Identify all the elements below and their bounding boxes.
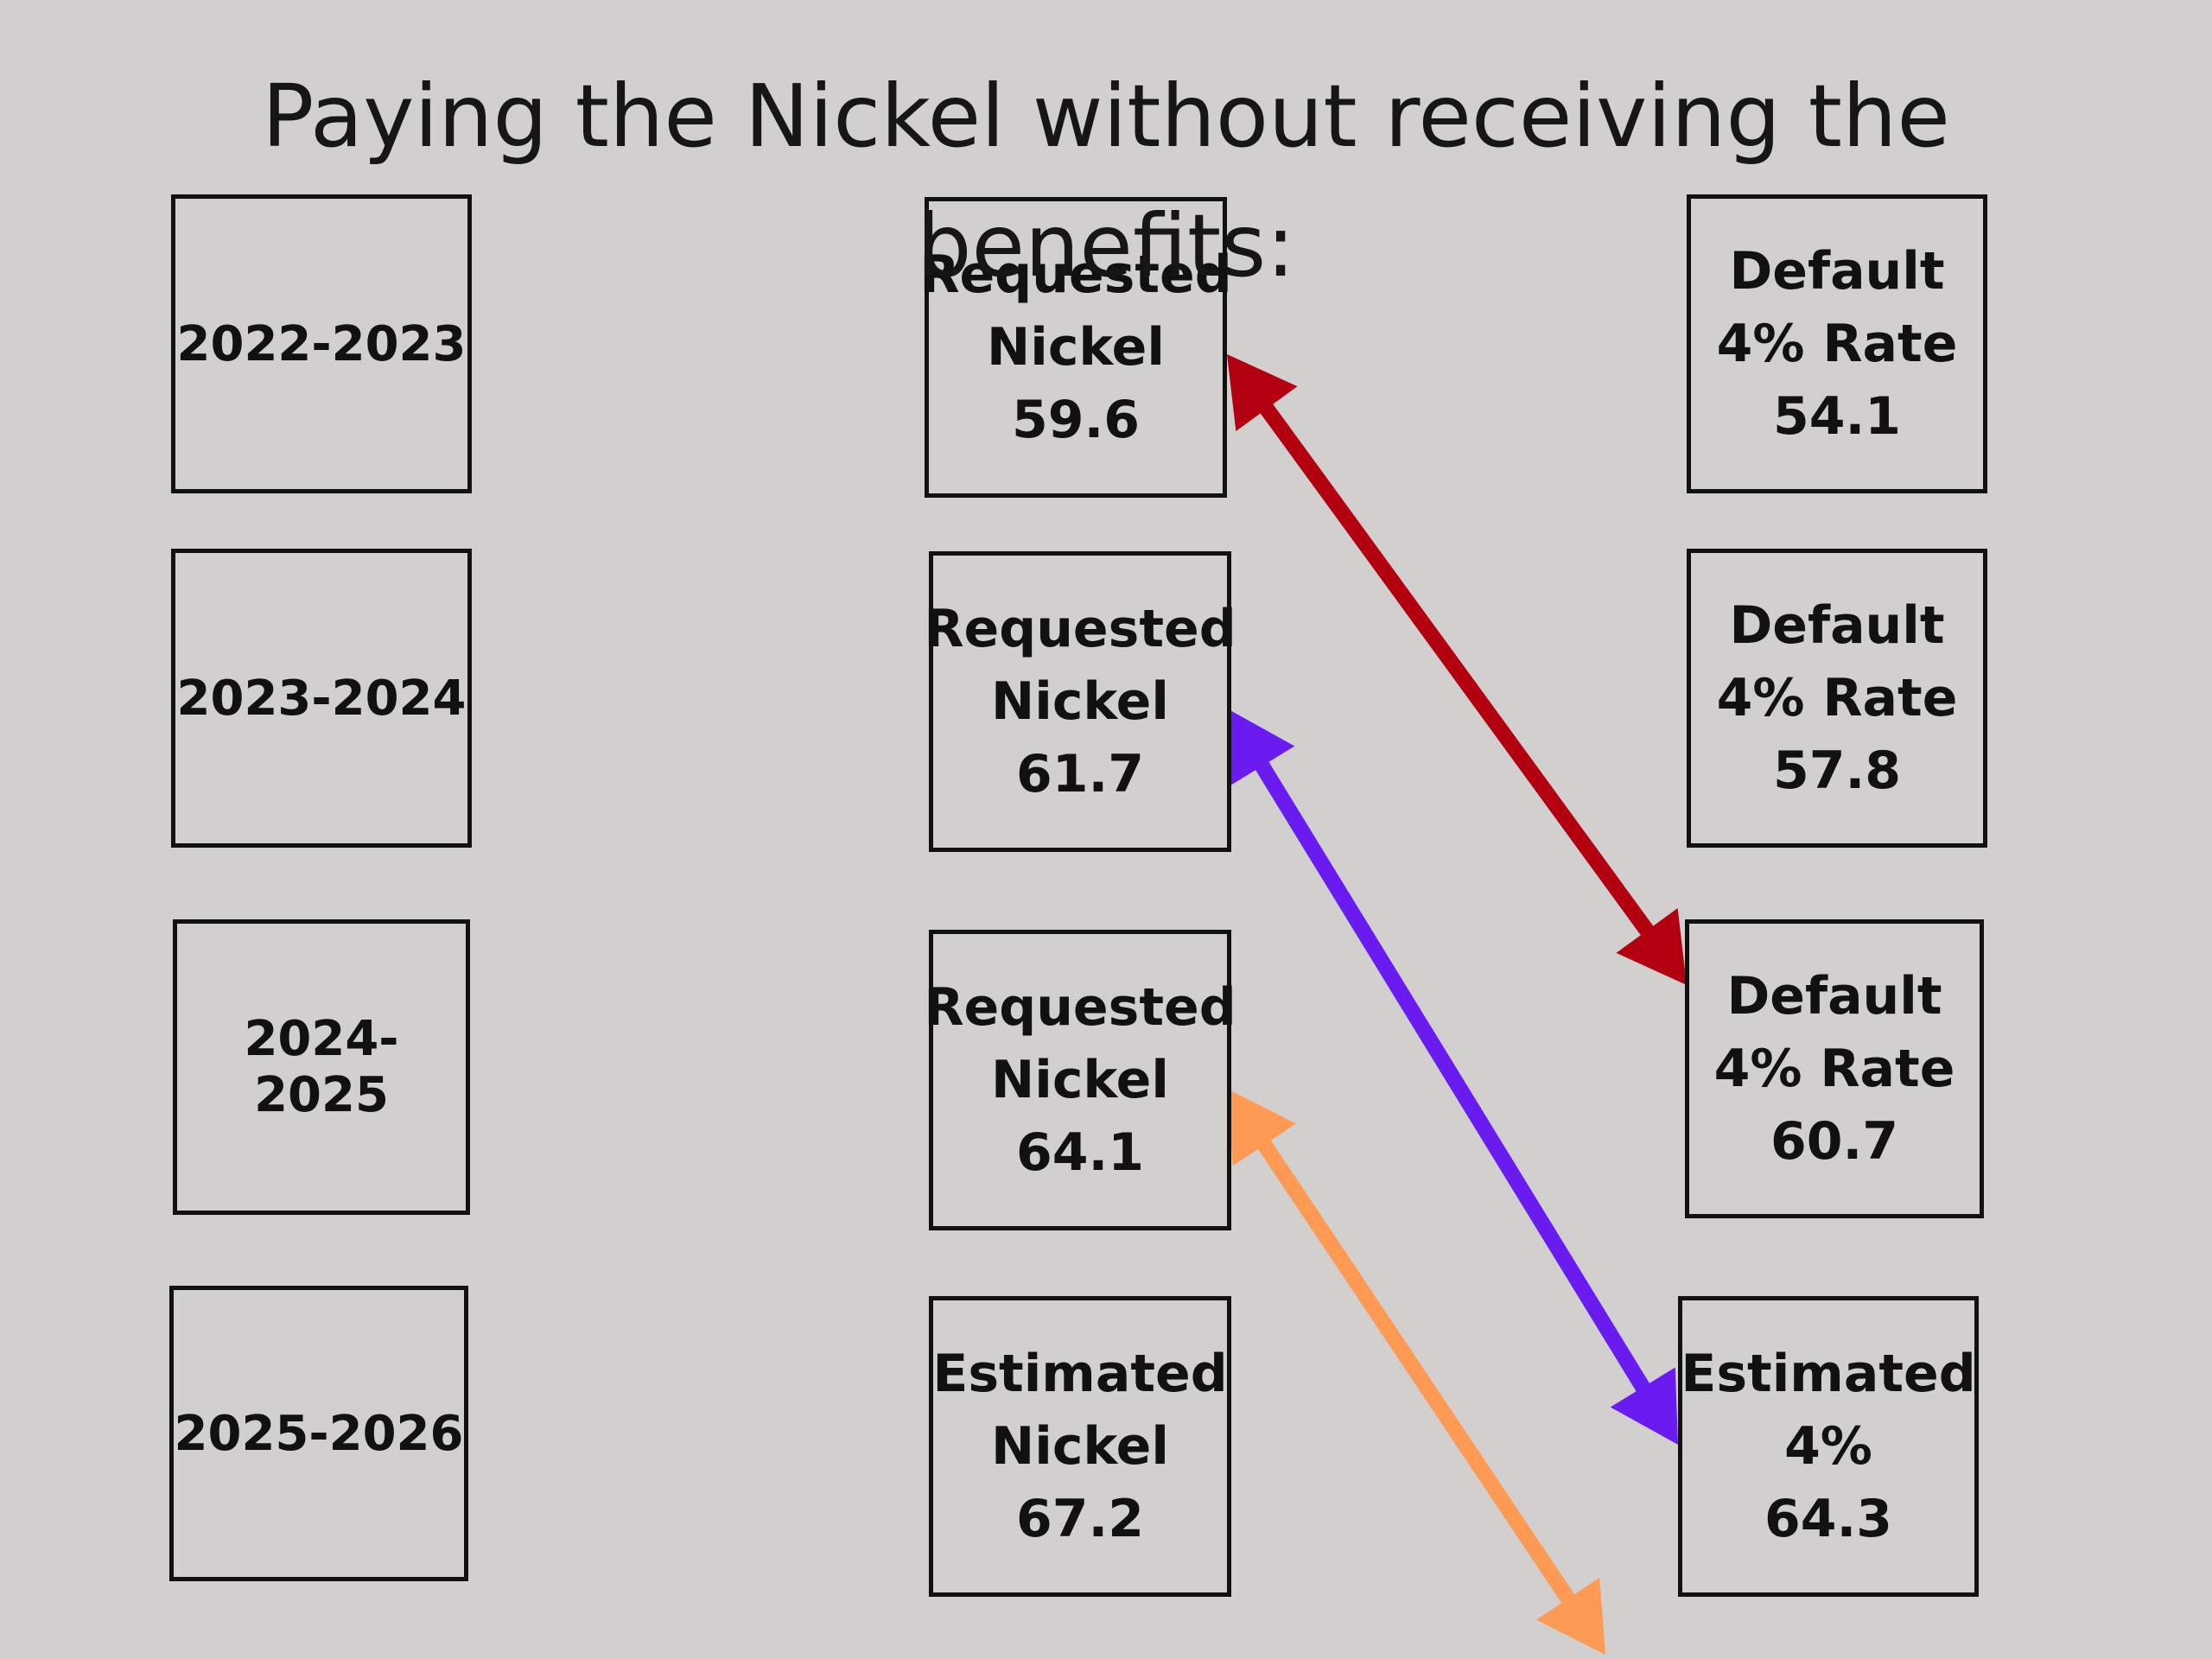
arrow-orange-shaft — [1253, 1133, 1580, 1611]
year-box-2022-2023: 2022-2023 — [171, 194, 472, 493]
year-box-2024-2025: 2024-2025 — [173, 919, 470, 1215]
rate-value: 57.8 — [1772, 741, 1902, 801]
rate-box-2025-2026: Estimated 4% 64.3 — [1678, 1296, 1979, 1597]
rate-line1: Default — [1729, 595, 1945, 656]
arrow-purple — [1227, 709, 1678, 1445]
rate-line1: Default — [1729, 241, 1945, 302]
nickel-value: 61.7 — [1015, 744, 1145, 804]
year-label: 2022-2023 — [176, 315, 467, 372]
arrow-orange-head-end — [1536, 1577, 1605, 1655]
nickel-line1: Requested — [919, 245, 1232, 305]
nickel-line2: Nickel — [987, 317, 1165, 378]
rate-line2: 4% Rate — [1713, 1039, 1955, 1099]
rate-value: 60.7 — [1770, 1111, 1899, 1172]
rate-line2: 4% Rate — [1716, 668, 1958, 728]
rate-line2: 4% — [1784, 1416, 1872, 1477]
rate-box-2024-2025: Default 4% Rate 60.7 — [1685, 919, 1984, 1218]
arrow-orange-head-start — [1227, 1089, 1296, 1166]
year-box-2025-2026: 2025-2026 — [169, 1286, 468, 1581]
arrow-red-head-start — [1227, 354, 1298, 431]
arrow-orange — [1227, 1089, 1605, 1655]
year-box-2023-2024: 2023-2024 — [171, 549, 472, 848]
year-label: 2025-2026 — [174, 1405, 464, 1462]
arrow-red-head-end — [1616, 908, 1687, 985]
rate-line1: Estimated — [1681, 1344, 1976, 1404]
rate-box-2022-2023: Default 4% Rate 54.1 — [1687, 194, 1987, 493]
arrow-red-shaft — [1255, 397, 1659, 943]
rate-box-2023-2024: Default 4% Rate 57.8 — [1687, 549, 1987, 848]
arrow-purple-head-start — [1227, 709, 1295, 786]
nickel-value: 67.2 — [1015, 1489, 1145, 1549]
nickel-line1: Requested — [924, 977, 1236, 1038]
page-title: Paying the Nickel without receiving the … — [262, 66, 1950, 296]
nickel-line2: Nickel — [991, 1050, 1169, 1110]
nickel-box-2024-2025: Requested Nickel 64.1 — [924, 930, 1236, 1230]
rate-line1: Default — [1726, 966, 1942, 1027]
nickel-line1: Requested — [924, 599, 1236, 659]
nickel-line1: Estimated — [932, 1344, 1228, 1404]
nickel-line2: Nickel — [991, 671, 1169, 732]
nickel-box-2023-2024: Requested Nickel 61.7 — [924, 551, 1236, 852]
arrow-red — [1227, 354, 1687, 985]
nickel-value: 59.6 — [1011, 390, 1141, 450]
year-label: 2024-2025 — [244, 1011, 399, 1123]
arrow-purple-head-end — [1610, 1367, 1678, 1445]
nickel-value: 64.1 — [1015, 1122, 1145, 1183]
rate-value: 54.1 — [1772, 386, 1902, 447]
nickel-line2: Nickel — [991, 1416, 1169, 1477]
rate-line2: 4% Rate — [1716, 314, 1958, 374]
year-label: 2023-2024 — [176, 670, 467, 727]
nickel-box-2025-2026: Estimated Nickel 67.2 — [929, 1296, 1231, 1597]
nickel-box-2022-2023: Requested Nickel 59.6 — [919, 197, 1232, 498]
arrow-purple-shaft — [1250, 754, 1655, 1399]
rate-value: 64.3 — [1764, 1489, 1893, 1549]
